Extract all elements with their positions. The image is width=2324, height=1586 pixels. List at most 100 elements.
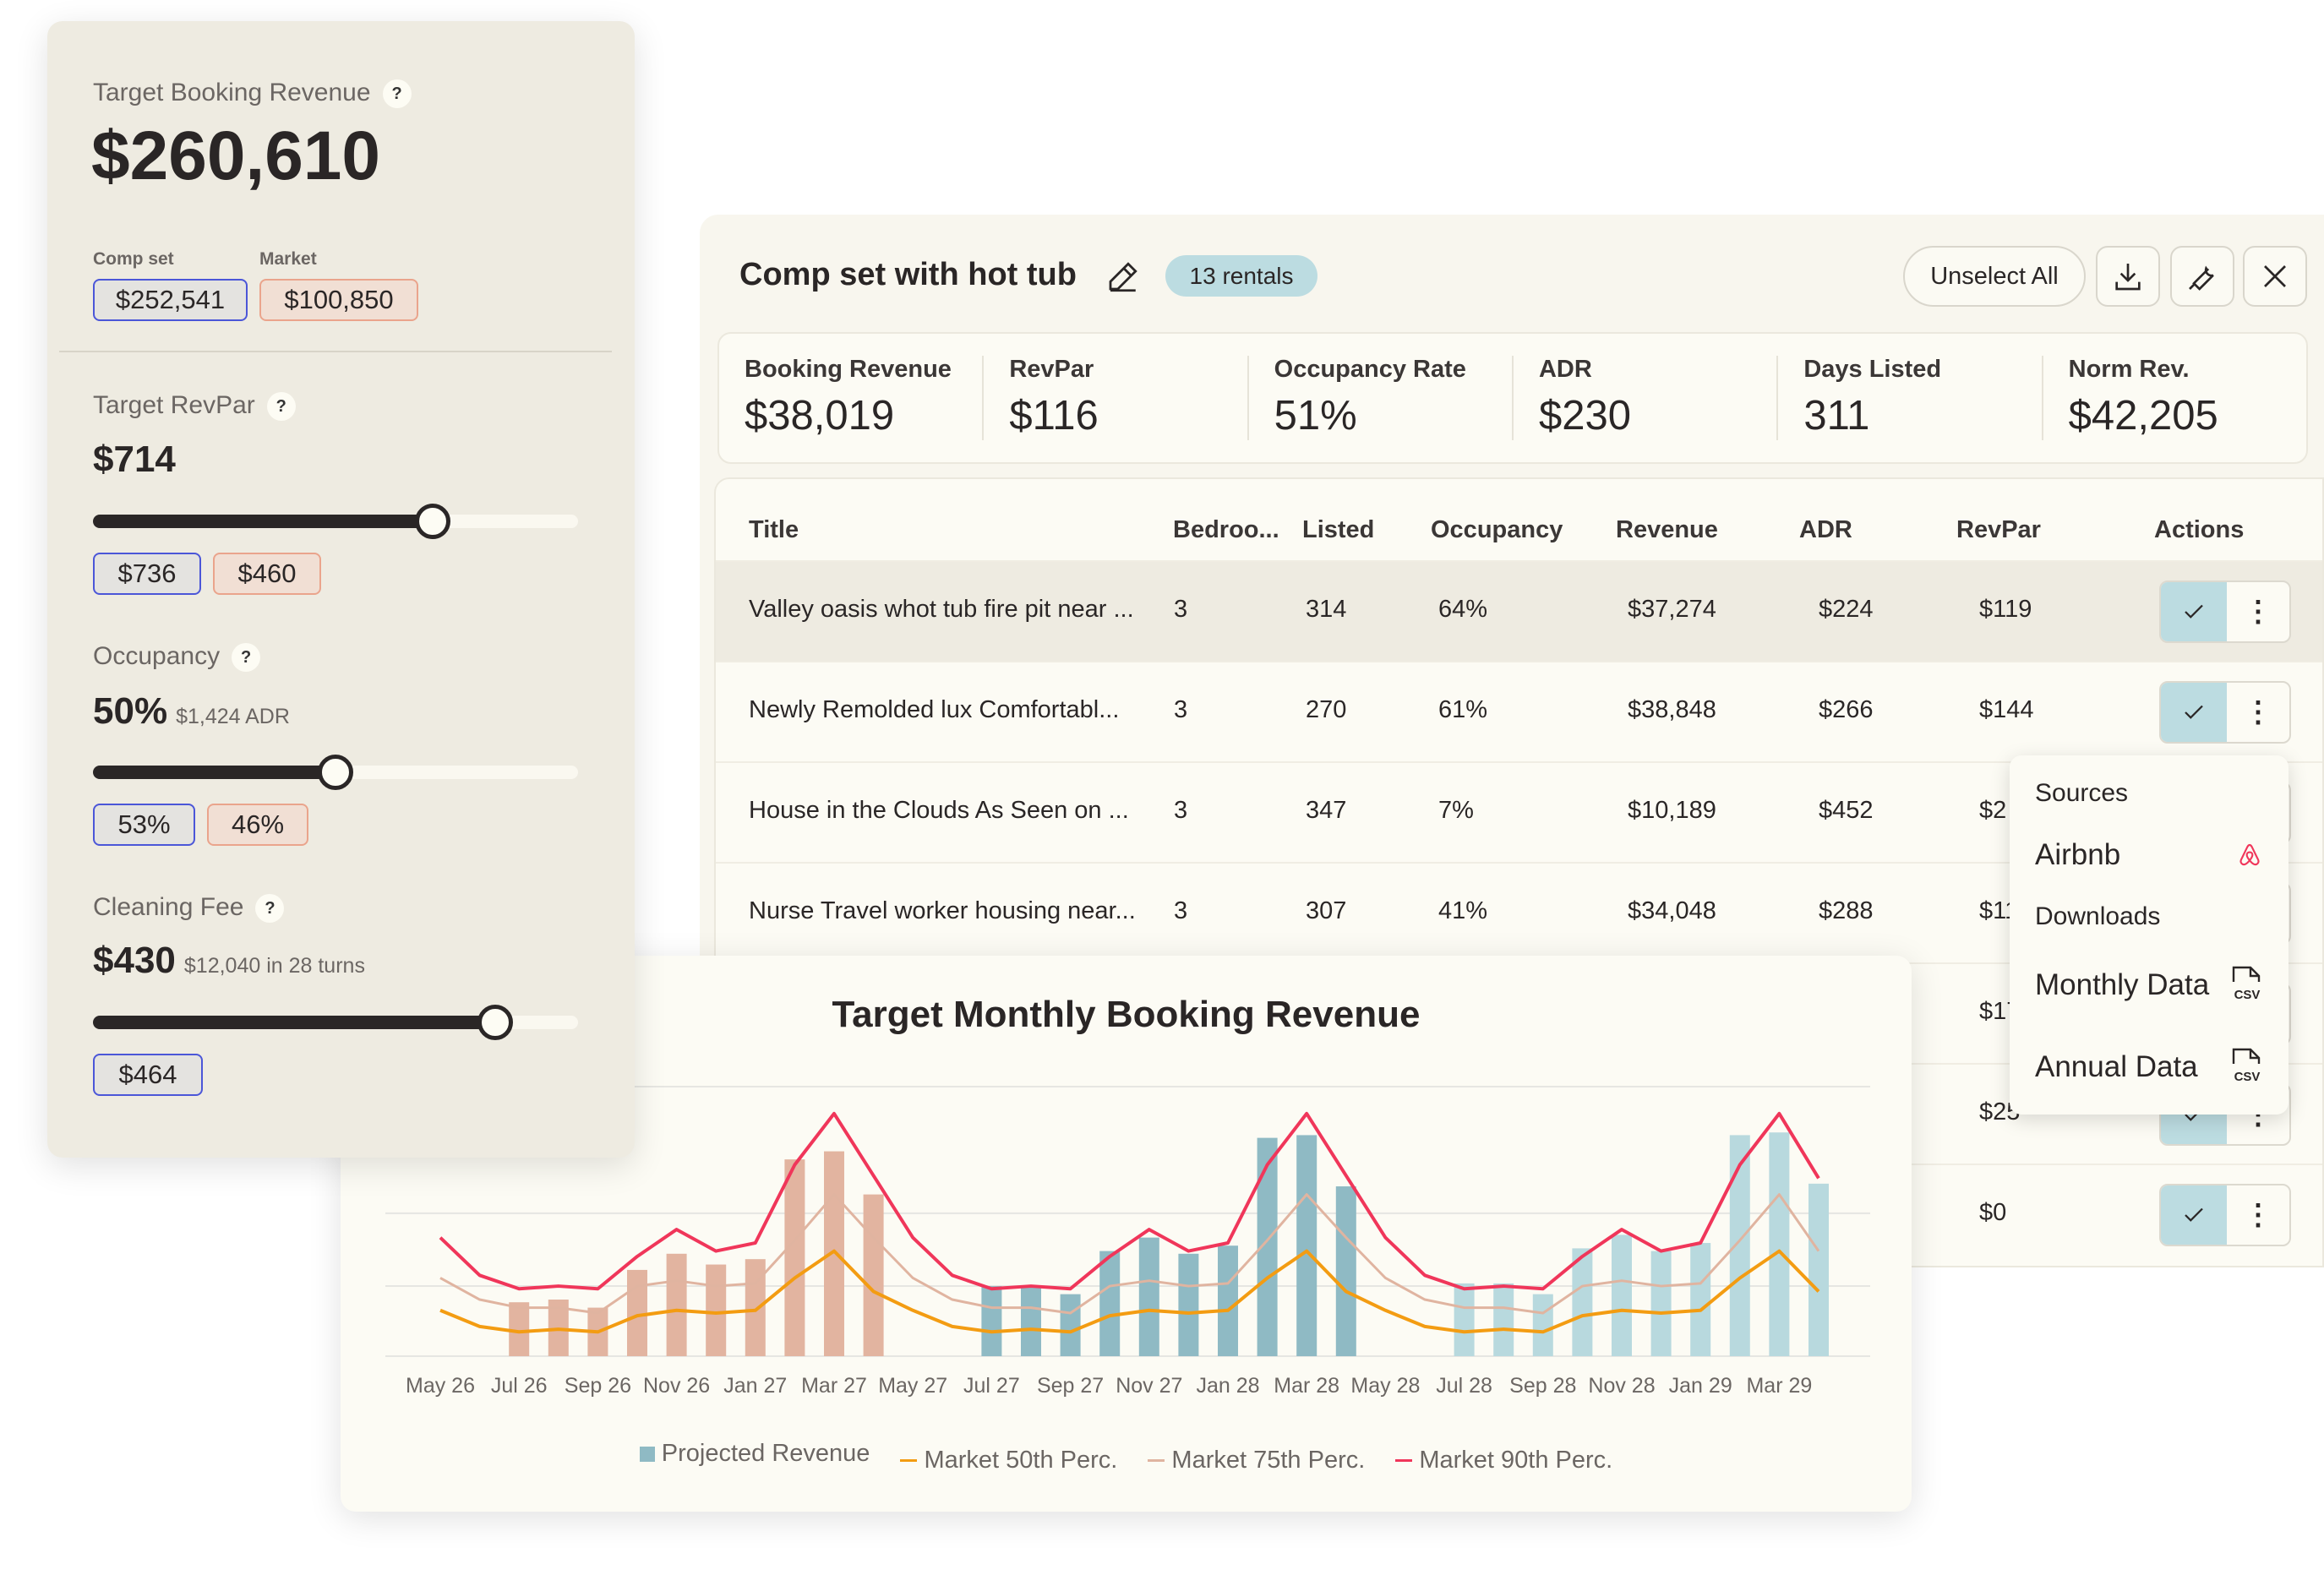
comp-set-occupancy-pill[interactable]: 53%: [93, 804, 195, 846]
bar-projected-revenue: [1493, 1283, 1514, 1356]
bar-projected-revenue: [1532, 1294, 1553, 1356]
line-market-50th-perc-: [439, 1249, 1820, 1334]
stat-booking-revenue: Booking Revenue $38,019: [719, 356, 982, 440]
column-header[interactable]: RevPar: [1956, 516, 2041, 543]
comp-set-cleaning-pill[interactable]: $464: [93, 1054, 203, 1096]
menu-item-airbnb[interactable]: Airbnb: [2010, 830, 2289, 880]
cell-listed: 314: [1306, 596, 1347, 623]
label-text: Target Booking Revenue: [93, 79, 371, 106]
cleaning-fee-slider[interactable]: [93, 1005, 578, 1040]
bar-projected-revenue: [1808, 1183, 1829, 1356]
chart-title: Target Monthly Booking Revenue: [832, 994, 1421, 1035]
bar-projected-revenue: [784, 1159, 805, 1356]
menu-item-annual-data[interactable]: Annual Data CSV: [2010, 1038, 2289, 1098]
select-toggle-button[interactable]: [2161, 683, 2227, 742]
column-header[interactable]: Bedroo...: [1173, 516, 1279, 543]
cell-title: Valley oasis whot tub fire pit near ...: [749, 596, 1134, 623]
label-text: Occupancy: [93, 642, 221, 670]
legend-projected-revenue[interactable]: Projected Revenue: [639, 1440, 870, 1468]
unselect-all-button[interactable]: Unselect All: [1903, 246, 2086, 307]
close-button[interactable]: [2243, 246, 2307, 307]
slider-thumb[interactable]: [414, 504, 450, 539]
help-icon[interactable]: ?: [266, 392, 296, 422]
occupancy-value: 50% $1,424 ADR: [93, 690, 290, 733]
slider-thumb[interactable]: [318, 755, 353, 790]
revpar-slider[interactable]: [93, 504, 578, 539]
market-revpar-pill[interactable]: $460: [213, 553, 321, 595]
stat-label: Booking Revenue: [745, 356, 952, 383]
bar-projected-revenue: [1612, 1234, 1632, 1356]
occupancy-slider[interactable]: [93, 755, 578, 790]
comp-set-title: Comp set with hot tub: [739, 257, 1077, 292]
edit-pencil-icon[interactable]: [1105, 259, 1140, 299]
stat-label: ADR: [1538, 356, 1592, 383]
legend-swatch: [900, 1458, 918, 1462]
comp-set-revenue-pill[interactable]: $252,541: [93, 279, 248, 321]
stat-revpar: RevPar $116: [982, 356, 1247, 440]
row-actions-menu: Sources Airbnb Downloads Monthly Data CS…: [2010, 755, 2289, 1115]
bar-projected-revenue: [627, 1269, 647, 1356]
more-options-button[interactable]: ⋮: [2227, 1185, 2289, 1245]
cell-revenue: $38,848: [1628, 696, 1716, 723]
bar-projected-revenue: [1572, 1248, 1593, 1356]
label-text: Cleaning Fee: [93, 893, 244, 921]
targets-panel: Target Booking Revenue? $260,610 Comp se…: [47, 21, 635, 1158]
bar-projected-revenue: [745, 1259, 766, 1356]
market-revenue-pill[interactable]: $100,850: [259, 279, 418, 321]
column-header[interactable]: Actions: [2154, 516, 2245, 543]
cell-listed: 307: [1306, 897, 1347, 924]
x-tick-label: Jul 27: [963, 1374, 1020, 1398]
line-market-90th-perc-: [439, 1111, 1820, 1291]
select-toggle-button[interactable]: [2161, 1185, 2227, 1245]
menu-item-monthly-data[interactable]: Monthly Data CSV: [2010, 957, 2289, 1016]
download-button[interactable]: [2096, 246, 2160, 307]
help-icon[interactable]: ?: [382, 79, 412, 109]
menu-item-label: Monthly Data: [2035, 968, 2210, 1001]
stat-value: 311: [1803, 393, 1870, 439]
slider-thumb[interactable]: [477, 1005, 514, 1040]
label-text: Target RevPar: [93, 391, 255, 419]
stats-summary: Booking Revenue $38,019 RevPar $116 Occupa…: [717, 332, 2308, 464]
x-tick-label: May 27: [878, 1374, 947, 1398]
csv-file-icon: CSV: [2231, 965, 2263, 1006]
menu-item-label: Airbnb: [2035, 838, 2121, 871]
column-header[interactable]: Revenue: [1616, 516, 1718, 543]
kebab-icon: ⋮: [2244, 1199, 2272, 1231]
x-tick-label: Jul 28: [1436, 1374, 1492, 1398]
target-booking-revenue-value: $260,610: [91, 117, 381, 194]
cell-revpar: $119: [1979, 596, 2032, 623]
x-tick-label: May 28: [1350, 1374, 1420, 1398]
legend-swatch: [639, 1446, 655, 1462]
cell-revenue: $37,274: [1628, 596, 1716, 623]
column-header[interactable]: ADR: [1799, 516, 1852, 543]
legend-market-75th[interactable]: Market 75th Perc.: [1148, 1447, 1365, 1474]
svg-text:CSV: CSV: [2234, 988, 2261, 1002]
select-toggle-button[interactable]: [2161, 582, 2227, 641]
x-tick-label: Sep 26: [565, 1374, 631, 1398]
column-header[interactable]: Occupancy: [1431, 516, 1563, 543]
column-header[interactable]: Listed: [1302, 516, 1375, 543]
help-icon[interactable]: ?: [232, 643, 261, 673]
legend-label: Market 90th Perc.: [1419, 1446, 1613, 1474]
table-row[interactable]: Valley oasis whot tub fire pit near ... 3…: [716, 560, 2322, 661]
stat-value: $230: [1538, 393, 1631, 439]
monthly-revenue-chart-card: Target Monthly Booking Revenue May 26 Jul…: [341, 956, 1912, 1512]
stat-days-listed: Days Listed 311: [1776, 356, 2041, 440]
slider-fill: [93, 766, 336, 779]
column-header[interactable]: Title: [749, 516, 799, 543]
legend-market-90th[interactable]: Market 90th Perc.: [1395, 1447, 1612, 1474]
market-occupancy-pill[interactable]: 46%: [207, 804, 308, 846]
bar-projected-revenue: [1296, 1135, 1317, 1356]
table-row[interactable]: Newly Remolded lux Comfortabl... 3 270 61% $…: [716, 661, 2322, 761]
stat-label: Occupancy Rate: [1274, 356, 1466, 383]
more-options-button[interactable]: ⋮: [2227, 683, 2289, 742]
more-options-button[interactable]: ⋮: [2227, 582, 2289, 641]
help-icon[interactable]: ?: [255, 894, 285, 924]
cell-revenue: $34,048: [1628, 897, 1716, 924]
bar-projected-revenue: [1099, 1251, 1121, 1356]
bar-projected-revenue: [824, 1151, 844, 1356]
comp-set-revpar-pill[interactable]: $736: [93, 553, 201, 595]
cell-occupancy: 64%: [1438, 596, 1488, 623]
legend-market-50th[interactable]: Market 50th Perc.: [900, 1447, 1117, 1474]
settings-button[interactable]: [2170, 246, 2234, 307]
